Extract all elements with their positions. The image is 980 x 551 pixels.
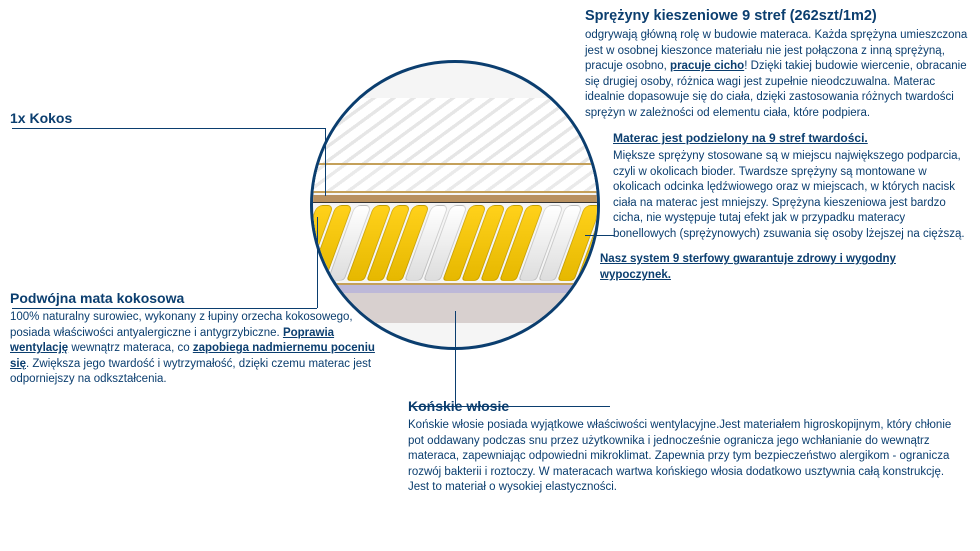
label-title: Końskie włosie xyxy=(408,398,968,414)
connector-line xyxy=(455,311,456,406)
label-springs: Sprężyny kieszeniowe 9 stref (262szt/1m2… xyxy=(585,8,970,283)
label-kokos2: Podwójna mata kokosowa 100% naturalny su… xyxy=(10,290,380,388)
label-horsehair: Końskie włosie Końskie włosie posiada wy… xyxy=(408,398,968,496)
label-body: 100% naturalny surowiec, wykonany z łupi… xyxy=(10,310,380,388)
connector-line xyxy=(325,128,326,196)
label-kokos1: 1x Kokos xyxy=(10,110,230,130)
spring-row xyxy=(310,203,600,283)
label-body: odgrywają główną rolę w budowie materaca… xyxy=(585,28,970,121)
label-title: Sprężyny kieszeniowe 9 stref (262szt/1m2… xyxy=(585,8,970,24)
label-subhead: Materac jest podzielony na 9 stref tward… xyxy=(613,131,970,145)
label-body: Końskie włosie posiada wyjątkowe właściw… xyxy=(408,418,968,496)
label-title: 1x Kokos xyxy=(10,110,230,126)
label-body: Miększe sprężyny stosowane są w miejscu … xyxy=(613,149,970,242)
mattress-cover-mid xyxy=(310,163,600,193)
label-title: Podwójna mata kokosowa xyxy=(10,290,380,306)
coco-layer xyxy=(310,195,600,203)
label-footer: Nasz system 9 sterfowy gwarantuje zdrowy… xyxy=(600,252,970,283)
